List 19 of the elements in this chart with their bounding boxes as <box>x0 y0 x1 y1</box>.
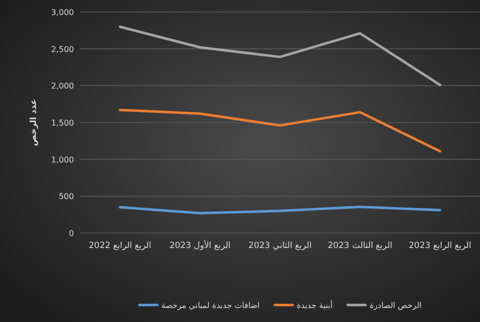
legend-label: اضافات جديدة لمباني مرخصة <box>161 301 260 310</box>
y-tick-label: 2,500 <box>51 44 74 54</box>
y-tick-label: 3,000 <box>51 8 74 17</box>
x-tick-label: الربع الثاني 2023 <box>248 241 312 251</box>
legend-label: أبنية جديدة <box>296 300 333 310</box>
legend-label: الرخص الصادرة <box>370 301 422 310</box>
line-series <box>118 206 442 214</box>
y-tick-label: 0 <box>68 229 74 238</box>
x-tick-label: الربع الأول 2023 <box>169 239 231 251</box>
y-tick-label: 1,500 <box>51 118 74 128</box>
line-series <box>118 25 442 86</box>
y-tick-label: 500 <box>58 192 74 202</box>
x-tick-label: الربع الثالث 2023 <box>328 241 392 251</box>
x-tick-label: الربع الرابع 2022 <box>88 241 152 251</box>
line-series <box>118 108 442 152</box>
y-tick-label: 2,000 <box>51 82 74 91</box>
y-axis-title: عدد الرخص <box>29 98 39 146</box>
x-tick-label: الربع الرابع 2023 <box>408 241 472 251</box>
y-tick-label: 1,000 <box>51 155 74 164</box>
